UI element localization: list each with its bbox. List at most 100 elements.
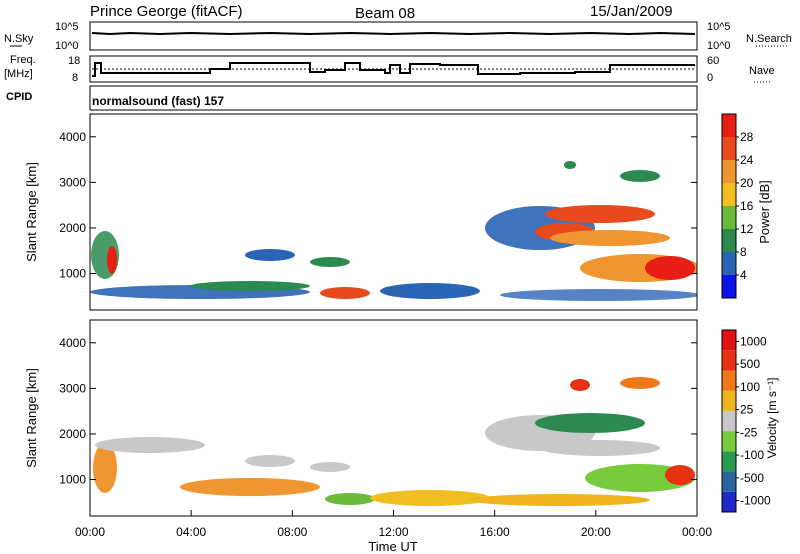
colorbar-tick-label: 100 [740, 380, 760, 394]
velocity-echo-1 [93, 443, 117, 493]
power-echo-12 [550, 230, 670, 246]
nsky-panel: N.Sky 10^5 10^0 10^5 10^0 N.Search [4, 21, 792, 52]
colorbar-swatch [722, 183, 736, 206]
nsky-tick-bottom: 10^0 [55, 40, 79, 52]
power-echo-11 [545, 205, 655, 223]
colorbar-tick-label: -1000 [740, 494, 771, 508]
power-colorbar: 4 8 12 16 20 24 28 [721, 113, 754, 299]
freq-tick-top: 18 [68, 55, 80, 67]
velocity-data [93, 377, 695, 506]
power-echo-4 [190, 281, 310, 291]
y-tick-label: 3000 [59, 175, 86, 189]
power-echo-2 [107, 246, 117, 274]
colorbar-swatch [722, 451, 736, 472]
colorbar-swatch [722, 390, 736, 411]
velocity-echo-3 [245, 455, 295, 467]
station-title: Prince George (fitACF) [90, 3, 243, 20]
x-tick-label: 20:00 [581, 525, 611, 539]
colorbar-swatch [722, 410, 736, 432]
colorbar-swatch [722, 160, 736, 183]
freq-tick-bottom: 8 [72, 72, 78, 84]
y-tick-label: 1000 [59, 267, 86, 281]
power-echo-14 [645, 256, 695, 280]
velocity-echo-9 [570, 379, 590, 391]
colorbar-swatch [722, 252, 736, 275]
velocity-ylabel: Slant Range [km] [24, 368, 39, 468]
colorbar-tick-label: -100 [740, 448, 764, 462]
power-echo-5 [245, 249, 295, 261]
colorbar-swatch [722, 330, 736, 351]
power-echo-15 [620, 170, 660, 182]
y-tick-label: 1000 [59, 473, 86, 487]
nsearch-label: N.Search [746, 33, 792, 45]
freq-label-1: Freq. [10, 54, 36, 66]
colorbar-tick-label: 500 [740, 357, 760, 371]
colorbar-tick-label: -500 [740, 471, 764, 485]
colorbar-swatch [722, 370, 736, 391]
colorbar-swatch [722, 471, 736, 492]
colorbar-tick-label: 1000 [740, 334, 767, 348]
velocity-echo-11 [540, 440, 660, 456]
colorbar-swatch [722, 137, 736, 160]
freq-label-2: [MHz] [4, 68, 33, 80]
velocity-echo-14 [95, 437, 205, 453]
velocity-cbar-label: Velocity [m s⁻¹] [765, 377, 779, 458]
y-tick-label: 2000 [59, 221, 86, 235]
velocity-echo-5 [325, 493, 375, 505]
colorbar-swatch [722, 491, 736, 512]
nsearch-tick-top: 10^5 [707, 21, 731, 33]
colorbar-tick-label: 12 [740, 222, 754, 236]
nave-tick-top: 60 [707, 55, 719, 67]
date-title: 15/Jan/2009 [590, 3, 673, 20]
time-axis-label: Time UT [368, 539, 417, 554]
velocity-echo-15 [665, 465, 695, 485]
velocity-panel: 1000 2000 3000 4000 Slant Range [km] 1000 50… [24, 319, 779, 517]
velocity-y-ticks: 1000 2000 3000 4000 [59, 336, 697, 487]
colorbar-tick-label: 28 [740, 130, 754, 144]
power-cbar-label: Power [dB] [757, 180, 772, 244]
x-tick-label: 08:00 [277, 525, 307, 539]
cpid-text: normalsound (fast) 157 [92, 94, 224, 108]
power-echo-8 [380, 283, 480, 299]
colorbar-tick-label: 25 [740, 403, 754, 417]
velocity-echo-4 [310, 462, 350, 472]
x-tick-label: 00:00 [75, 525, 105, 539]
nsearch-tick-bottom: 10^0 [707, 40, 731, 52]
freq-trace [92, 62, 695, 77]
power-data [90, 161, 697, 301]
power-echo-17 [500, 289, 697, 301]
x-tick-label: 16:00 [480, 525, 510, 539]
power-y-ticks: 1000 2000 3000 4000 [59, 130, 697, 281]
velocity-echo-10 [620, 377, 660, 389]
colorbar-tick-label: 24 [740, 153, 754, 167]
power-echo-7 [320, 287, 370, 299]
power-echo-16 [564, 161, 576, 169]
velocity-echo-8 [535, 413, 645, 433]
colorbar-swatch [722, 431, 736, 452]
velocity-echo-13 [470, 494, 650, 506]
colorbar-tick-label: 8 [740, 245, 747, 259]
cpid-panel: CPID normalsound (fast) 157 [6, 85, 698, 111]
power-echo-6 [310, 257, 350, 267]
nsky-tick-top: 10^5 [55, 21, 79, 33]
y-tick-label: 2000 [59, 427, 86, 441]
colorbar-tick-label: 20 [740, 176, 754, 190]
cpid-label: CPID [6, 91, 32, 103]
colorbar-swatch [722, 229, 736, 252]
power-panel: 1000 2000 3000 4000 Slant Range [km] 4 8 12 16… [24, 113, 772, 311]
velocity-echo-6 [370, 490, 490, 506]
time-axis-ticks: 00:00 04:00 08:00 12:00 16:00 20:00 00:00 [75, 510, 712, 539]
y-tick-label: 4000 [59, 336, 86, 350]
colorbar-tick-label: -25 [740, 425, 758, 439]
nsky-label: N.Sky [4, 33, 34, 45]
x-tick-label: 00:00 [682, 525, 712, 539]
nsky-trace [91, 31, 696, 36]
power-ylabel: Slant Range [km] [24, 162, 39, 262]
colorbar-tick-label: 4 [740, 268, 747, 282]
x-tick-label: 12:00 [378, 525, 408, 539]
colorbar-tick-label: 16 [740, 199, 754, 213]
velocity-colorbar: 1000 500 100 25 -25 -100 -500 -1000 [721, 329, 771, 513]
nave-tick-bottom: 0 [707, 72, 713, 84]
colorbar-swatch [722, 114, 736, 137]
